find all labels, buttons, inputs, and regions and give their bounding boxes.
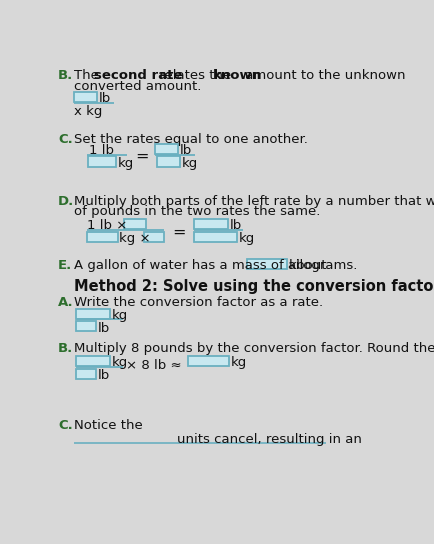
FancyBboxPatch shape [87, 232, 118, 243]
Text: Multiply both parts of the left rate by a number that will make the numb: Multiply both parts of the left rate by … [74, 195, 434, 208]
Text: Method 2: Solve using the conversion factor.: Method 2: Solve using the conversion fac… [74, 279, 434, 294]
FancyBboxPatch shape [76, 308, 110, 319]
Text: C.: C. [58, 419, 73, 432]
Text: kg: kg [230, 356, 246, 369]
FancyBboxPatch shape [156, 156, 180, 167]
Text: Notice the: Notice the [74, 419, 142, 432]
FancyBboxPatch shape [76, 356, 110, 366]
Text: kg ×: kg × [119, 232, 151, 245]
Text: =: = [172, 225, 185, 240]
Text: Set the rates equal to one another.: Set the rates equal to one another. [74, 133, 307, 146]
Text: second rate: second rate [94, 69, 182, 82]
Text: B.: B. [58, 343, 73, 355]
Text: kg: kg [181, 157, 197, 170]
FancyBboxPatch shape [194, 219, 227, 229]
FancyBboxPatch shape [246, 258, 286, 269]
Text: A.: A. [58, 296, 74, 310]
Text: D.: D. [58, 195, 74, 208]
Text: C.: C. [58, 133, 73, 146]
Text: Write the conversion factor as a rate.: Write the conversion factor as a rate. [74, 296, 322, 310]
Text: amount to the unknown: amount to the unknown [240, 69, 405, 82]
Text: lb: lb [180, 144, 192, 157]
FancyBboxPatch shape [76, 321, 96, 331]
Text: A gallon of water has a mass of about: A gallon of water has a mass of about [74, 259, 326, 273]
Text: kg: kg [112, 308, 128, 322]
Text: =: = [135, 149, 148, 164]
Text: converted amount.: converted amount. [74, 80, 201, 93]
Text: known: known [212, 69, 261, 82]
FancyBboxPatch shape [124, 219, 145, 229]
FancyBboxPatch shape [74, 92, 97, 102]
Text: lb: lb [98, 322, 110, 335]
Text: of pounds in the two rates the same.: of pounds in the two rates the same. [74, 206, 319, 219]
Text: B.: B. [58, 69, 73, 82]
Text: kg: kg [238, 232, 254, 245]
Text: lb: lb [98, 369, 110, 382]
Text: x kg: x kg [74, 104, 102, 118]
Text: kilograms.: kilograms. [288, 259, 357, 273]
Text: lb: lb [99, 92, 111, 105]
Text: 1 lb: 1 lb [89, 144, 114, 157]
Text: 1 lb ×: 1 lb × [87, 219, 127, 232]
Text: E.: E. [58, 259, 72, 273]
FancyBboxPatch shape [144, 232, 164, 243]
FancyBboxPatch shape [76, 369, 96, 379]
Text: kg: kg [112, 356, 128, 369]
Text: units cancel, resulting in an: units cancel, resulting in an [176, 434, 361, 446]
Text: Multiply 8 pounds by the conversion factor. Round the resu: Multiply 8 pounds by the conversion fact… [74, 343, 434, 355]
Text: relates the: relates the [155, 69, 235, 82]
FancyBboxPatch shape [194, 232, 237, 243]
Text: kg: kg [118, 157, 134, 170]
FancyBboxPatch shape [88, 156, 116, 167]
Text: × 8 lb ≈: × 8 lb ≈ [126, 358, 182, 372]
Text: lb: lb [229, 219, 241, 232]
FancyBboxPatch shape [155, 144, 178, 154]
FancyBboxPatch shape [188, 356, 228, 366]
Text: The: The [74, 69, 102, 82]
